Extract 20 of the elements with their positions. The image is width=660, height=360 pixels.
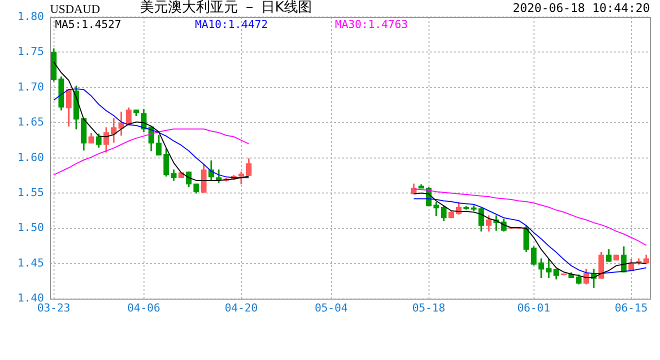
text: 2020-06-18 10:44:20 — [512, 1, 650, 16]
y-tick-label: 1.75 — [18, 45, 44, 58]
y-tick-label: 1.65 — [18, 116, 44, 129]
y-tick-label: 1.80 — [18, 10, 44, 23]
y-tick-label: 1.45 — [18, 256, 44, 270]
y-tick-label: 1.60 — [18, 150, 44, 164]
x-tick-label: 04-06 — [127, 301, 160, 314]
text: MA10:1.4472 — [195, 18, 268, 31]
x-tick-label: 06-15 — [614, 301, 648, 314]
y-tick-label: 1.55 — [18, 186, 44, 199]
text: MA5:1.4527 — [55, 18, 122, 31]
y-tick-label: 1.50 — [18, 221, 44, 234]
chart-title: 美元澳大利亚元 － 日K线图 — [140, 0, 312, 16]
x-tick-label: 05-18 — [412, 301, 446, 314]
y-tick-label: 1.70 — [18, 80, 44, 94]
text: MA30:1.4763 — [335, 18, 408, 31]
x-tick-label: 06-01 — [517, 301, 550, 314]
x-tick-label: 05-04 — [314, 301, 348, 314]
text: USDAUD — [50, 2, 100, 16]
x-tick-label: 04-20 — [224, 301, 258, 314]
